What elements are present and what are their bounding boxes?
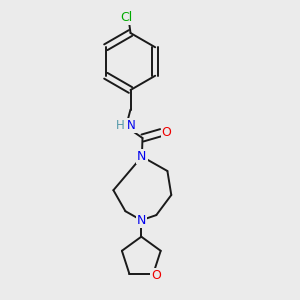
Text: N: N	[137, 150, 147, 163]
Text: Cl: Cl	[121, 11, 133, 24]
Text: N: N	[136, 214, 146, 227]
Text: H: H	[116, 118, 125, 132]
Text: O: O	[162, 125, 171, 139]
Text: N: N	[127, 118, 136, 132]
Text: O: O	[152, 268, 161, 282]
